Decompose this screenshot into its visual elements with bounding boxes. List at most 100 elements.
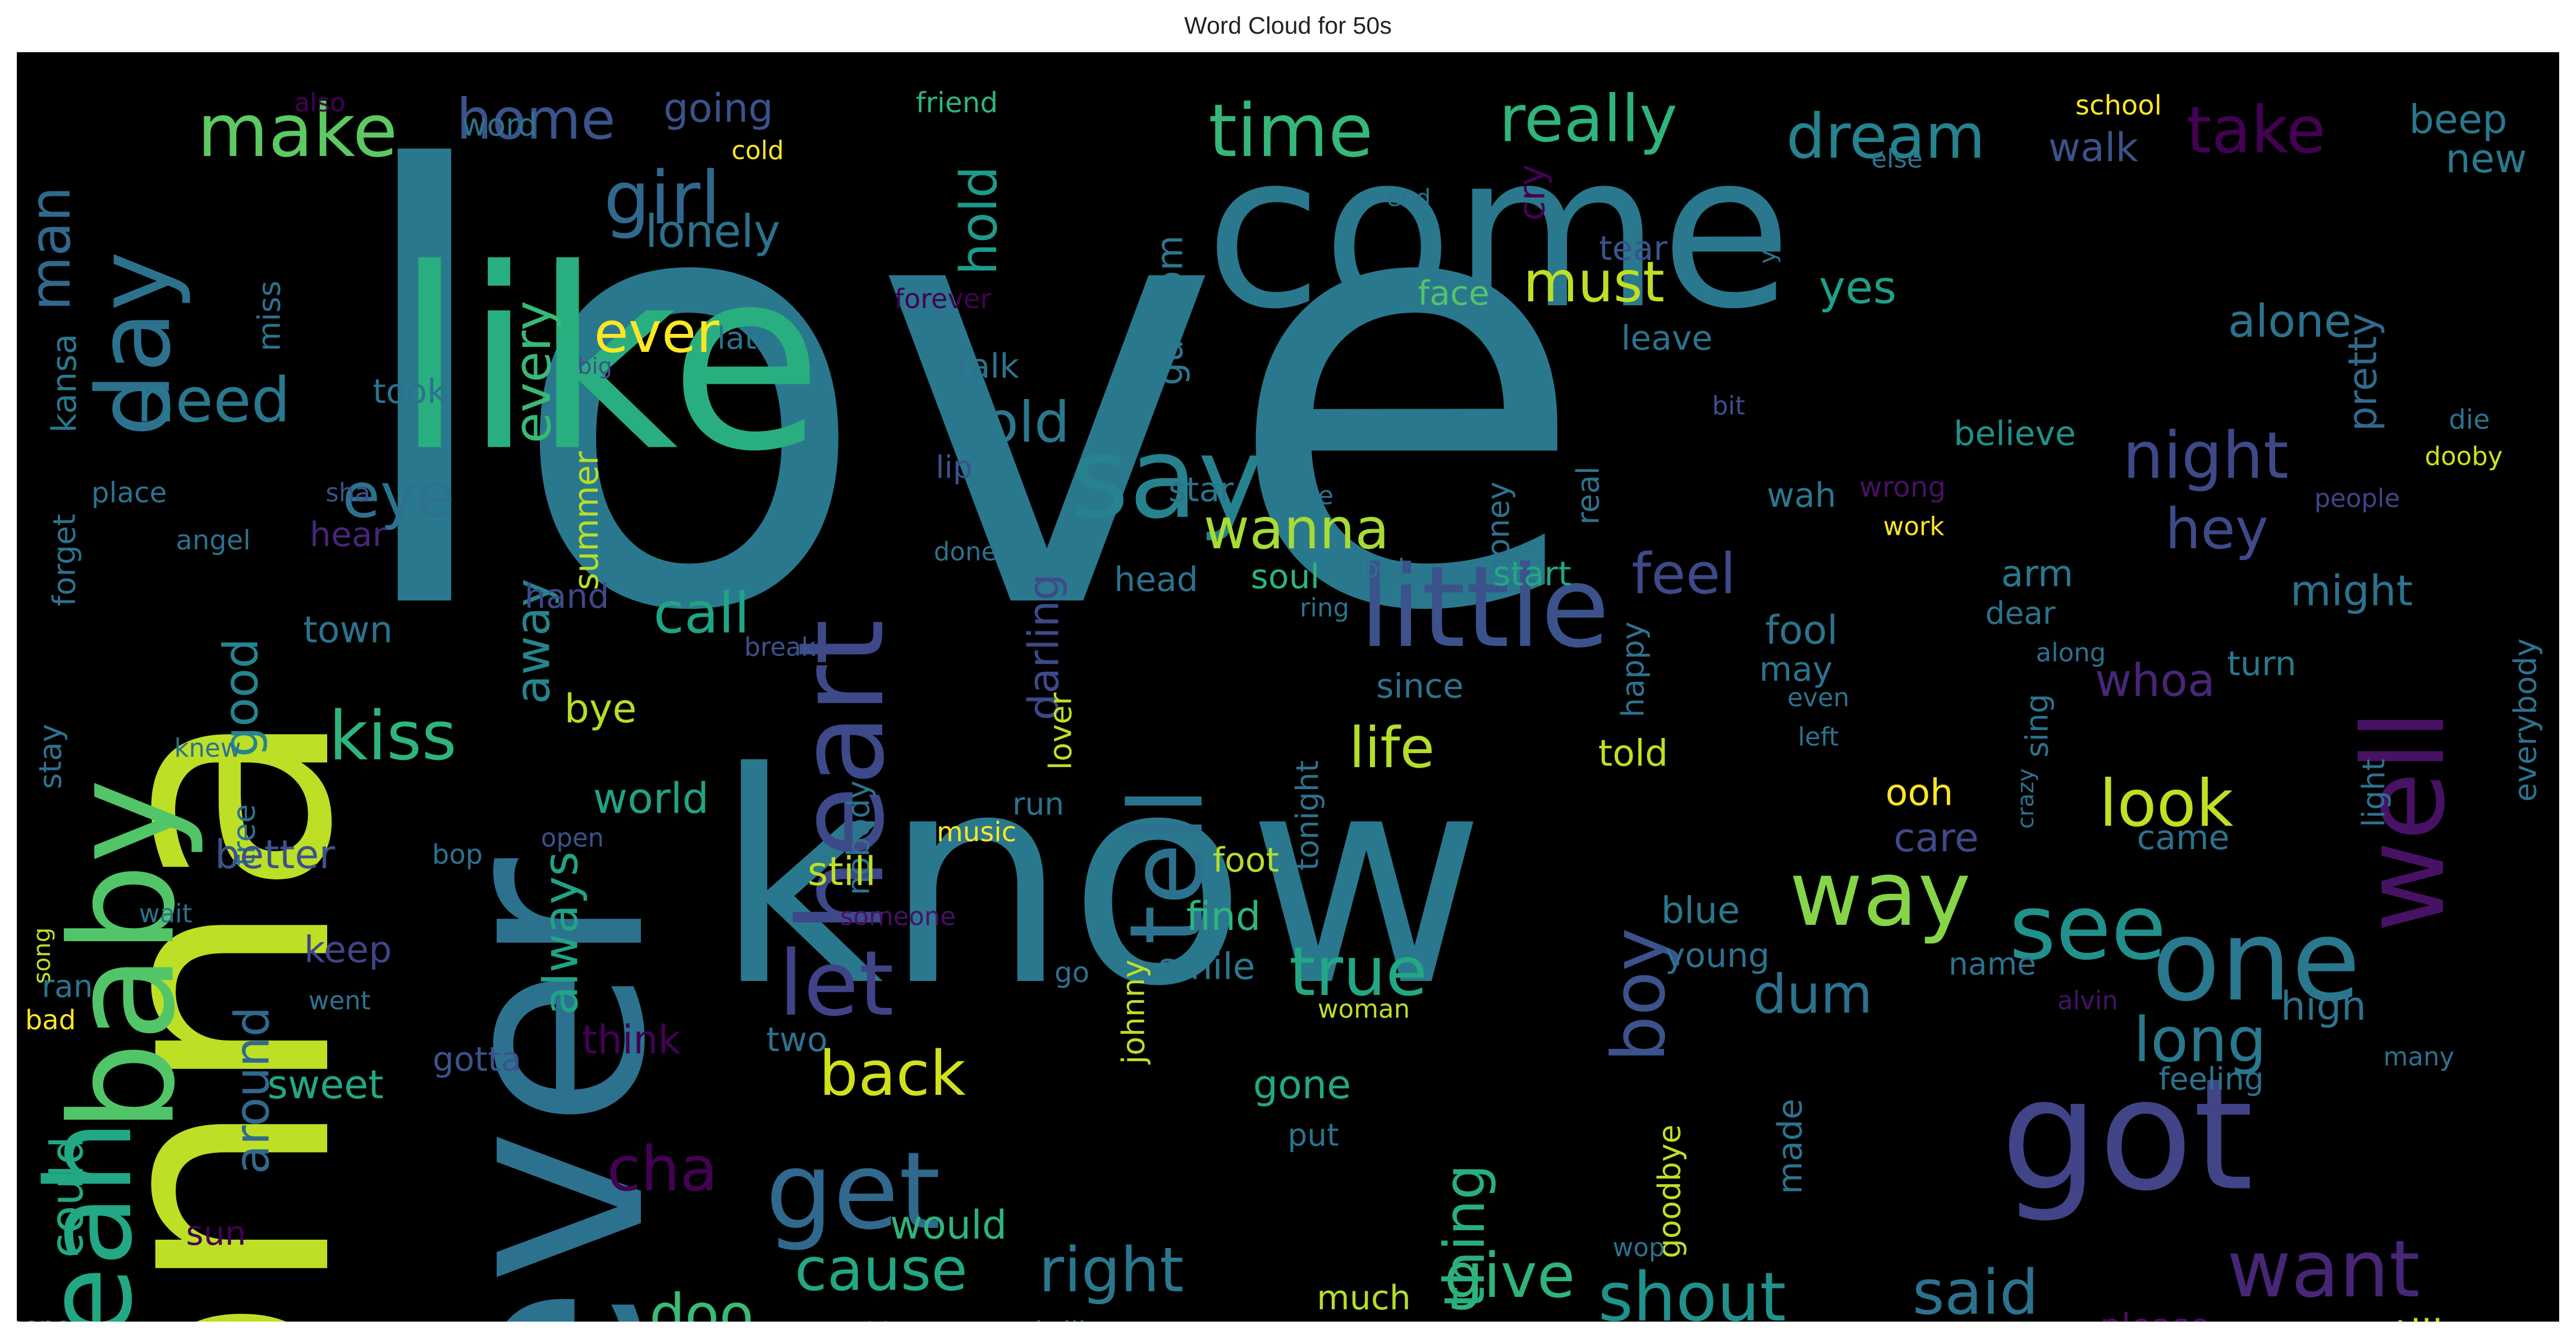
word-long: long	[2133, 1004, 2267, 1076]
word-lip: lip	[936, 449, 973, 485]
word-gunbom: gunbom	[1149, 235, 1191, 386]
word-whoa: whoa	[2094, 654, 2216, 707]
word-walk: walk	[2048, 125, 2139, 171]
word-show: show	[127, 1319, 221, 1322]
word-man: man	[17, 186, 83, 311]
word-head: head	[1114, 560, 1198, 599]
word-end: end	[1386, 184, 1431, 212]
word-thrill: thrill	[1025, 1318, 1086, 1322]
word-little: little	[1359, 542, 1610, 673]
word-miss: miss	[251, 280, 287, 352]
word-high: high	[2280, 983, 2367, 1029]
word-come: come	[1205, 107, 1792, 356]
word-sun: sun	[186, 1214, 246, 1253]
word-world: world	[593, 773, 709, 823]
word-forever: forever	[894, 283, 992, 315]
word-still: still	[807, 849, 877, 895]
word-run: run	[1012, 786, 1065, 822]
word-work: work	[1883, 511, 1945, 542]
word-everything: everything	[785, 1319, 922, 1322]
word-cold: cold	[731, 135, 784, 166]
word-also: also	[294, 88, 346, 118]
word-wait: wait	[139, 898, 192, 929]
word-wanna: wanna	[1203, 496, 1390, 562]
word-johnny: johnny	[1115, 959, 1152, 1065]
word-angel: angel	[176, 525, 251, 556]
word-else: else	[1871, 144, 1923, 174]
word-alone: alone	[2227, 295, 2352, 347]
word-smile: smile	[1158, 946, 1255, 988]
word-girl: girl	[603, 155, 721, 241]
word-two: two	[766, 1020, 828, 1060]
word-left: left	[1798, 722, 1839, 752]
word-foot: foot	[1212, 841, 1280, 880]
word-year: year	[1754, 211, 1781, 264]
word-forget: forget	[46, 513, 82, 607]
word-told: told	[1598, 732, 1669, 775]
word-would: would	[890, 1202, 1007, 1248]
word-hear: hear	[309, 515, 387, 554]
word-happy: happy	[1615, 621, 1651, 718]
word-turn: turn	[2227, 644, 2297, 684]
word-dream: dream	[1786, 100, 1986, 172]
word-say: say	[1070, 413, 1264, 544]
word-think: think	[581, 1017, 681, 1063]
word-want: want	[2227, 1224, 2420, 1315]
word-lover: lover	[1042, 693, 1079, 770]
word-big: big	[577, 354, 612, 379]
word-take: take	[2186, 93, 2326, 168]
word-hope: hope	[17, 1314, 71, 1322]
word-fool: fool	[1765, 607, 1838, 653]
word-see: see	[2009, 875, 2167, 980]
word-kiss: kiss	[329, 698, 457, 776]
word-break: break	[744, 632, 816, 662]
word-love: love	[341, 52, 1589, 741]
word-town: town	[303, 609, 393, 652]
word-may: may	[1759, 650, 1833, 689]
word-care: care	[1894, 815, 1979, 861]
word-much: much	[1317, 1278, 1411, 1318]
word-believe: believe	[1954, 414, 2076, 453]
word-put: put	[1287, 1117, 1339, 1153]
word-face: face	[1418, 274, 1489, 313]
word-lonely: lonely	[645, 205, 781, 258]
word-one: one	[2151, 896, 2361, 1026]
word-go: go	[1054, 956, 1090, 989]
word-open: open	[540, 823, 604, 853]
word-sing: sing	[2019, 694, 2055, 758]
word-home: home	[456, 86, 616, 152]
word-ran: ran	[42, 968, 93, 1005]
word-street: street	[217, 1318, 299, 1322]
word-hold: hold	[950, 166, 1009, 276]
word-going: going	[663, 85, 773, 131]
word-time: time	[1208, 88, 1373, 173]
word-even: even	[1787, 682, 1850, 713]
word-yes: yes	[1818, 262, 1897, 314]
word-cause: cause	[795, 1235, 968, 1304]
word-life: life	[1349, 715, 1435, 781]
word-must: must	[1523, 249, 1665, 315]
word-talk: talk	[956, 347, 1019, 386]
word-many: many	[2383, 1042, 2455, 1072]
word-school: school	[2075, 90, 2162, 121]
word-people: people	[2314, 483, 2400, 513]
word-made: made	[1771, 1098, 1810, 1195]
word-could: could	[41, 1136, 93, 1258]
word-wrong: wrong	[1859, 471, 1946, 503]
word-went: went	[308, 985, 371, 1016]
word-know: know	[714, 710, 1486, 1050]
word-friend: friend	[915, 86, 998, 119]
word-start: start	[1493, 554, 1571, 594]
word-call: call	[653, 580, 750, 646]
word-sweet: sweet	[267, 1062, 384, 1108]
word-gotta: gotta	[432, 1040, 522, 1079]
word-dum: dum	[1753, 964, 1873, 1026]
word-find: find	[1186, 893, 1261, 939]
word-sha: sha	[326, 478, 370, 508]
word-bad: bad	[25, 1005, 76, 1036]
word-young: young	[1665, 936, 1770, 975]
word-ring: ring	[1299, 593, 1350, 623]
word-back: back	[819, 1038, 966, 1109]
word-always: always	[533, 851, 589, 1015]
word-real: real	[1570, 466, 1606, 525]
